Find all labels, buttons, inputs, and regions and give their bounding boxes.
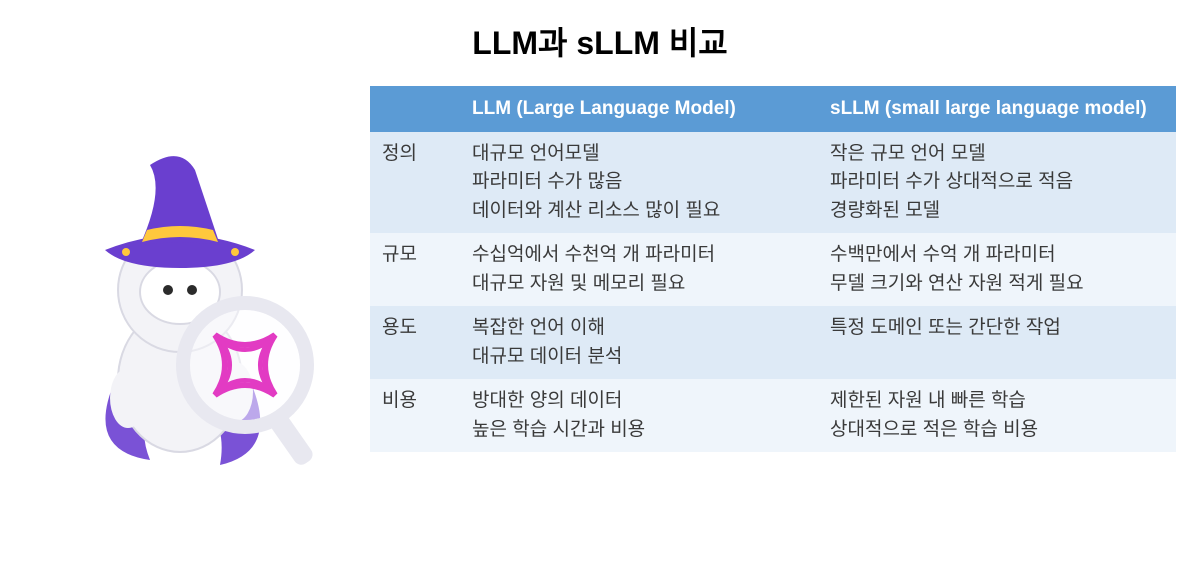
- cell-llm: 복잡한 언어 이해 대규모 데이터 분석: [460, 306, 818, 379]
- row-label: 용도: [370, 306, 460, 379]
- mascot-eye-left: [163, 285, 173, 295]
- mascot-illustration: [30, 150, 330, 480]
- table-header-blank: [370, 86, 460, 132]
- mascot-eye-right: [187, 285, 197, 295]
- cell-sllm: 수백만에서 수억 개 파라미터 무델 크기와 연산 자원 적게 필요: [818, 233, 1176, 306]
- table-header-row: LLM (Large Language Model) sLLM (small l…: [370, 86, 1176, 132]
- cell-sllm: 작은 규모 언어 모델 파라미터 수가 상대적으로 적음 경량화된 모델: [818, 132, 1176, 234]
- table-row: 비용 방대한 양의 데이터 높은 학습 시간과 비용 제한된 자원 내 빠른 학…: [370, 379, 1176, 452]
- mascot-svg: [30, 150, 330, 480]
- table-header-sllm: sLLM (small large language model): [818, 86, 1176, 132]
- table-header-llm: LLM (Large Language Model): [460, 86, 818, 132]
- page-title: LLM과 sLLM 비교: [0, 18, 1200, 64]
- row-label: 비용: [370, 379, 460, 452]
- cell-llm: 대규모 언어모델 파라미터 수가 많음 데이터와 계산 리소스 많이 필요: [460, 132, 818, 234]
- comparison-table: LLM (Large Language Model) sLLM (small l…: [370, 86, 1176, 452]
- hat-star-2: [231, 248, 239, 256]
- row-label: 규모: [370, 233, 460, 306]
- cell-sllm: 특정 도메인 또는 간단한 작업: [818, 306, 1176, 379]
- table-row: 규모 수십억에서 수천억 개 파라미터 대규모 자원 및 메모리 필요 수백만에…: [370, 233, 1176, 306]
- mascot-arm-left: [110, 368, 146, 428]
- cell-llm: 방대한 양의 데이터 높은 학습 시간과 비용: [460, 379, 818, 452]
- comparison-table-container: LLM (Large Language Model) sLLM (small l…: [370, 86, 1175, 452]
- table-row: 용도 복잡한 언어 이해 대규모 데이터 분석 특정 도메인 또는 간단한 작업: [370, 306, 1176, 379]
- magnifier-handle: [268, 411, 316, 468]
- magnifier-glass: [190, 310, 300, 420]
- cell-llm: 수십억에서 수천억 개 파라미터 대규모 자원 및 메모리 필요: [460, 233, 818, 306]
- row-label: 정의: [370, 132, 460, 234]
- hat-star-1: [122, 248, 130, 256]
- table-row: 정의 대규모 언어모델 파라미터 수가 많음 데이터와 계산 리소스 많이 필요…: [370, 132, 1176, 234]
- cell-sllm: 제한된 자원 내 빠른 학습 상대적으로 적은 학습 비용: [818, 379, 1176, 452]
